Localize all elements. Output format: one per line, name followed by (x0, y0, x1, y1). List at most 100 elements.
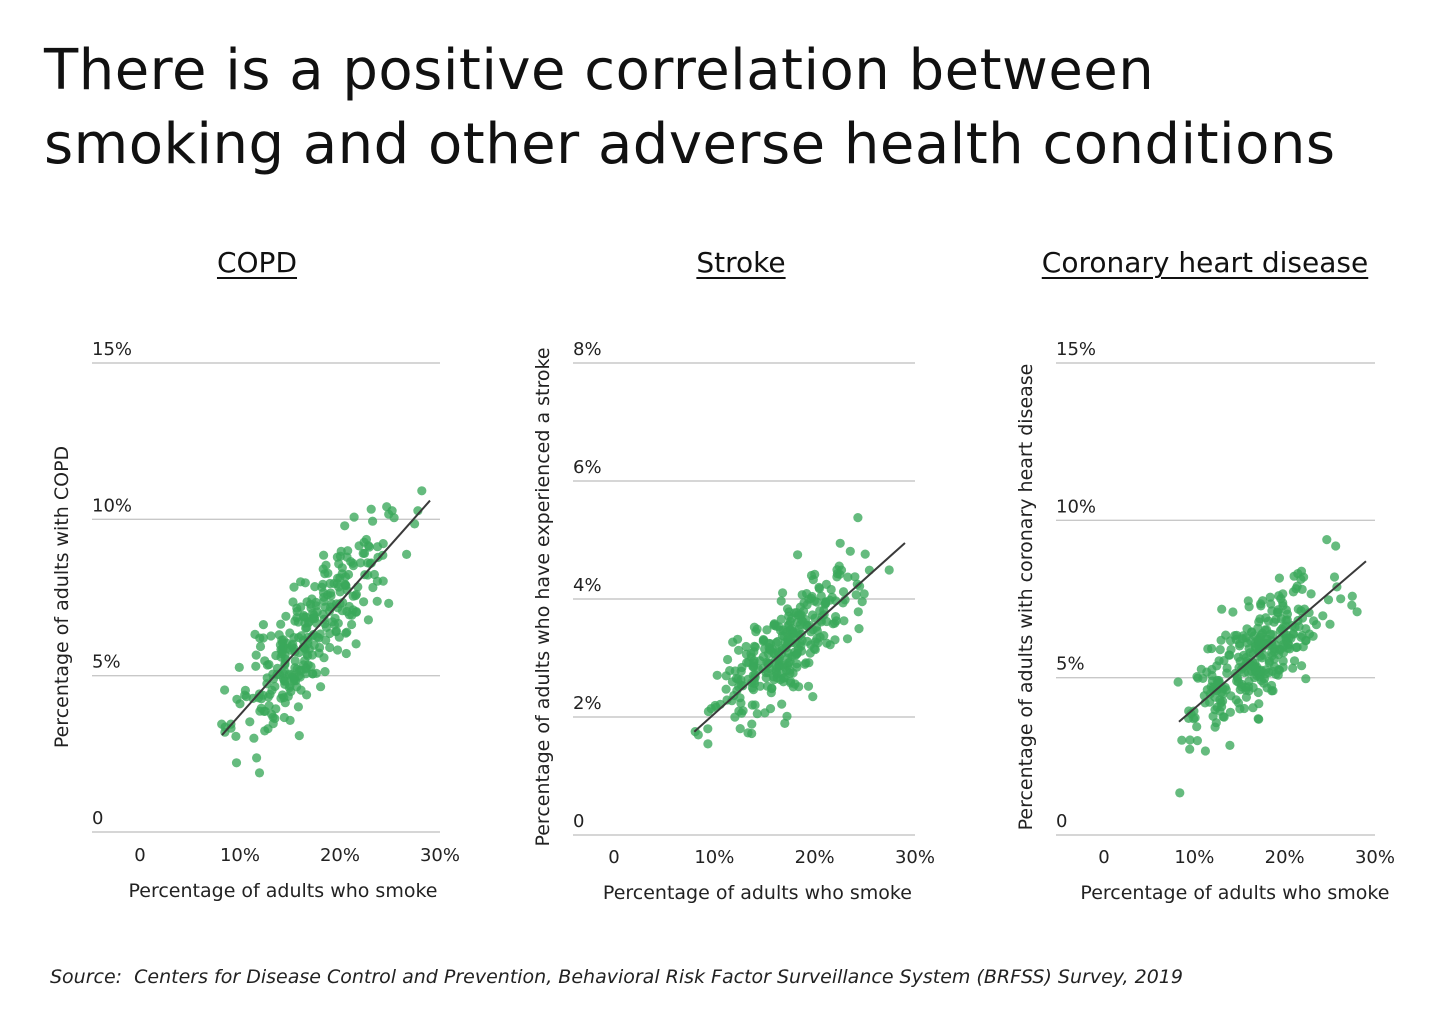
scatter-point (834, 561, 844, 571)
scatter-point (830, 635, 840, 645)
scatter-point (761, 673, 771, 683)
scatter-point (1200, 746, 1210, 756)
scatter-point (348, 558, 358, 568)
scatter-point (1267, 680, 1277, 691)
scatter-point (762, 625, 772, 635)
copd-chart-title: COPD (216, 246, 298, 279)
scatter-point (743, 728, 753, 738)
scatter-point (1288, 663, 1298, 673)
scatter-point (255, 633, 265, 643)
page-title: There is a positive correlation between s… (44, 34, 1444, 182)
scatter-point (1205, 697, 1215, 707)
scatter-point (776, 596, 786, 606)
scatter-point (850, 572, 860, 582)
scatter-point (289, 582, 299, 592)
scatter-point (1301, 624, 1311, 634)
scatter-point (341, 648, 351, 659)
scatter-point (281, 611, 291, 621)
scatter-point (231, 758, 242, 768)
scatter-point (797, 646, 807, 656)
scatter-point (730, 712, 740, 722)
x-axis-label: Percentage of adults who smoke (1080, 882, 1389, 904)
scatter-point (839, 616, 849, 626)
scatter-point (1278, 656, 1288, 666)
scatter-point (251, 661, 261, 671)
scatter-point (285, 681, 295, 691)
scatter-point (232, 694, 242, 704)
x-tick-label: 30% (895, 847, 935, 868)
scatter-point (767, 683, 777, 693)
scatter-point (1212, 661, 1222, 671)
scatter-point (804, 658, 814, 668)
scatter-point (264, 659, 274, 670)
scatter-point (1248, 703, 1258, 713)
scatter-point (802, 589, 812, 599)
scatter-point (835, 538, 845, 548)
scatter-point (1225, 707, 1235, 717)
scatter-point (402, 549, 412, 560)
scatter-point (1325, 619, 1335, 629)
x-tick-label: 0 (134, 845, 145, 866)
scatter-point (1192, 736, 1202, 746)
scatter-point (764, 658, 774, 668)
y-axis-label: Percentage of adults who have experience… (532, 347, 554, 846)
scatter-point (1299, 572, 1309, 582)
scatter-point (857, 597, 867, 607)
scatter-point (851, 590, 861, 600)
scatter-point (240, 685, 250, 696)
scatter-point (347, 619, 357, 630)
scatter-point (1288, 587, 1298, 597)
scatter-point (1301, 674, 1311, 684)
scatter-point (335, 587, 345, 597)
y-tick-label: 15% (1056, 339, 1096, 360)
scatter-point (266, 631, 276, 641)
scatter-point (749, 647, 759, 657)
scatter-point (735, 693, 745, 703)
y-tick-label: 5% (92, 652, 121, 673)
scatter-point (321, 622, 331, 633)
scatter-point (310, 582, 320, 592)
scatter-point (306, 661, 316, 672)
scatter-point (1219, 712, 1229, 722)
y-axis-label: Percentage of adults with COPD (51, 446, 73, 748)
scatter-point (1273, 605, 1283, 615)
scatter-point (1265, 592, 1275, 602)
scatter-point (1262, 625, 1272, 635)
scatter-point (703, 724, 713, 734)
scatter-point (814, 582, 824, 593)
scatter-point (358, 548, 368, 559)
scatter-point (712, 670, 722, 680)
scatter-point (780, 718, 790, 729)
scatter-point (1296, 606, 1306, 616)
scatter-point (270, 681, 280, 692)
scatter-point (308, 669, 318, 679)
scatter-point (337, 569, 347, 579)
scatter-point (721, 684, 731, 694)
y-tick-label: 0 (573, 811, 584, 832)
scatter-point (751, 627, 761, 637)
scatter-point (296, 577, 306, 587)
scatter-point (1210, 705, 1220, 715)
scatter-point (755, 681, 765, 691)
scatter-point (234, 662, 244, 673)
scatter-point (289, 672, 299, 682)
scatter-point (342, 627, 352, 637)
scatter-point (1217, 604, 1227, 614)
scatter-point (1241, 692, 1251, 702)
x-tick-label: 10% (220, 845, 260, 866)
scatter-point (1237, 634, 1247, 644)
y-tick-label: 6% (573, 457, 602, 478)
scatter-point (1253, 714, 1263, 724)
scatter-point (366, 504, 376, 514)
scatter-point (1297, 613, 1308, 623)
scatter-point (1347, 600, 1357, 610)
stroke-chart: 0 2% 4% 6% 8% 0 10% 20% 30% Percentage of adults … (532, 339, 935, 904)
x-tick-label: 10% (1174, 847, 1214, 868)
scatter-point (843, 572, 853, 582)
scatter-point (1192, 722, 1202, 732)
scatter-point (292, 606, 302, 617)
scatter-point (734, 645, 744, 655)
scatter-point (855, 581, 865, 591)
scatter-point (776, 614, 786, 624)
scatter-point (1228, 607, 1238, 617)
